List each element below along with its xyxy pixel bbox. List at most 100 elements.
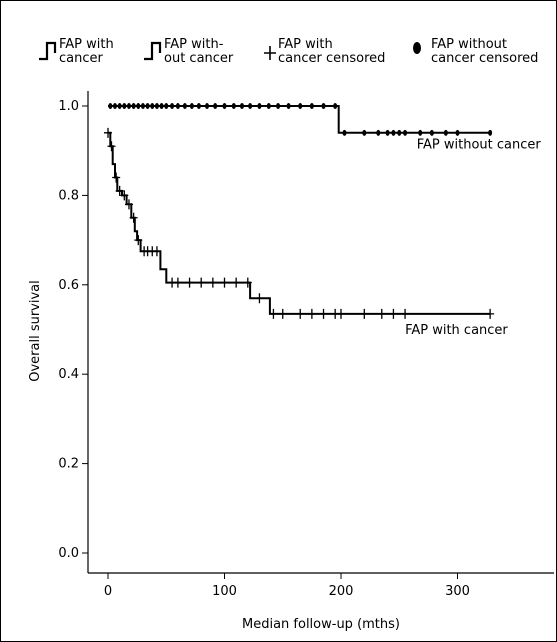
censored-dot-marker: [213, 103, 218, 109]
censored-plus-marker: [307, 308, 316, 319]
censored-dot-marker: [488, 129, 493, 136]
legend-label-line1: FAP with-: [164, 37, 224, 52]
censored-dot-marker: [145, 103, 150, 109]
series-group: [104, 103, 495, 319]
y-tick-label: 0.2: [58, 457, 79, 472]
censored-plus-marker: [278, 308, 287, 319]
censored-plus-marker: [129, 212, 138, 223]
legend-step-icon: [39, 41, 57, 61]
series-annotation: FAP without cancer: [417, 137, 542, 152]
censored-dot-marker: [108, 103, 113, 109]
y-tick-label: 0.0: [58, 546, 79, 561]
censored-plus-marker: [185, 277, 194, 288]
censored-plus-marker: [107, 141, 116, 152]
censored-plus-marker: [124, 199, 133, 210]
censored-dot-marker: [391, 129, 396, 136]
censored-dot-marker: [321, 103, 326, 109]
censored-dot-marker: [362, 129, 367, 136]
censored-dot-marker: [154, 103, 159, 109]
censored-dot-marker: [385, 129, 390, 136]
y-tick-label: 0.4: [58, 367, 79, 382]
x-tick-label: 0: [104, 584, 112, 599]
censored-dot-marker: [298, 103, 303, 109]
y-tick-label: 1.0: [58, 99, 79, 114]
x-tick-label: 200: [329, 584, 354, 599]
legend-step-icon: [144, 41, 162, 61]
legend-plus-icon: [264, 46, 276, 60]
x-axis-label: Median follow-up (mths): [242, 617, 400, 632]
censored-plus-marker: [389, 308, 398, 319]
censored-dot-marker: [376, 129, 381, 136]
censored-plus-marker: [232, 277, 241, 288]
censored-dot-marker: [276, 103, 281, 109]
censored-dot-marker: [403, 129, 408, 136]
censored-dot-marker: [397, 129, 402, 136]
censored-plus-marker: [152, 246, 161, 257]
y-axis-label: Overall survival: [28, 280, 43, 382]
censored-dot-marker: [126, 103, 131, 109]
legend-dot-icon: [413, 42, 421, 54]
censored-plus-marker: [197, 277, 206, 288]
x-tick-label: 100: [212, 584, 237, 599]
censored-dot-marker: [159, 103, 164, 109]
axes: 0.00.20.40.60.81.00100200300400Median fo…: [28, 91, 554, 632]
censored-plus-marker: [319, 308, 328, 319]
censored-dot-marker: [170, 103, 175, 109]
censored-dot-marker: [196, 103, 201, 109]
censored-dot-marker: [286, 103, 291, 109]
censored-dot-marker: [112, 103, 117, 109]
censored-plus-marker: [377, 308, 386, 319]
censored-dot-marker: [117, 103, 122, 109]
censored-plus-marker: [296, 308, 305, 319]
censored-dot-marker: [239, 103, 244, 109]
censored-plus-marker: [173, 277, 182, 288]
legend-label-line2: cancer censored: [278, 51, 385, 66]
legend-label-line1: FAP without: [431, 37, 507, 52]
censored-dot-marker: [257, 103, 262, 109]
x-tick-label: 300: [445, 584, 470, 599]
censored-dot-marker: [205, 103, 210, 109]
censored-plus-marker: [401, 308, 410, 319]
censored-dot-marker: [333, 103, 338, 109]
series-line-0: [108, 105, 491, 134]
censored-dot-marker: [175, 103, 180, 109]
censored-dot-marker: [150, 103, 155, 109]
censored-dot-marker: [182, 103, 187, 109]
censored-plus-marker: [337, 308, 345, 319]
legend-label-line2: out cancer: [164, 51, 234, 66]
censored-dot-marker: [231, 103, 236, 109]
censored-dot-marker: [443, 129, 448, 136]
censored-plus-marker: [120, 190, 129, 201]
censored-plus-marker: [243, 277, 252, 288]
censored-plus-marker: [115, 185, 124, 196]
series-line-1: [108, 131, 491, 315]
censored-plus-marker: [112, 172, 121, 183]
legend-label-line1: FAP with: [59, 37, 114, 52]
series-annotation: FAP with cancer: [405, 323, 508, 338]
censored-dot-marker: [164, 103, 169, 109]
censored-plus-marker: [486, 308, 495, 319]
censored-dot-marker: [140, 103, 145, 109]
censored-dot-marker: [266, 103, 271, 109]
censored-dot-marker: [189, 103, 194, 109]
censored-dot-marker: [429, 129, 434, 136]
censored-plus-marker: [360, 308, 369, 319]
censored-dot-marker: [455, 129, 460, 136]
censored-dot-marker: [248, 103, 253, 109]
censored-dot-marker: [222, 103, 227, 109]
censored-plus-marker: [220, 277, 229, 288]
censored-plus-marker: [255, 293, 264, 304]
censored-plus-marker: [134, 235, 143, 246]
censored-dot-marker: [309, 103, 314, 109]
censored-plus-marker: [269, 308, 278, 319]
censored-plus-marker: [208, 277, 217, 288]
annotations: FAP without cancer FAP with cancer: [405, 137, 541, 338]
censored-dot-marker: [122, 103, 127, 109]
censored-plus-marker: [104, 127, 112, 138]
censored-dot-marker: [131, 103, 136, 109]
censored-dot-marker: [418, 129, 423, 136]
y-tick-label: 0.8: [58, 188, 79, 203]
